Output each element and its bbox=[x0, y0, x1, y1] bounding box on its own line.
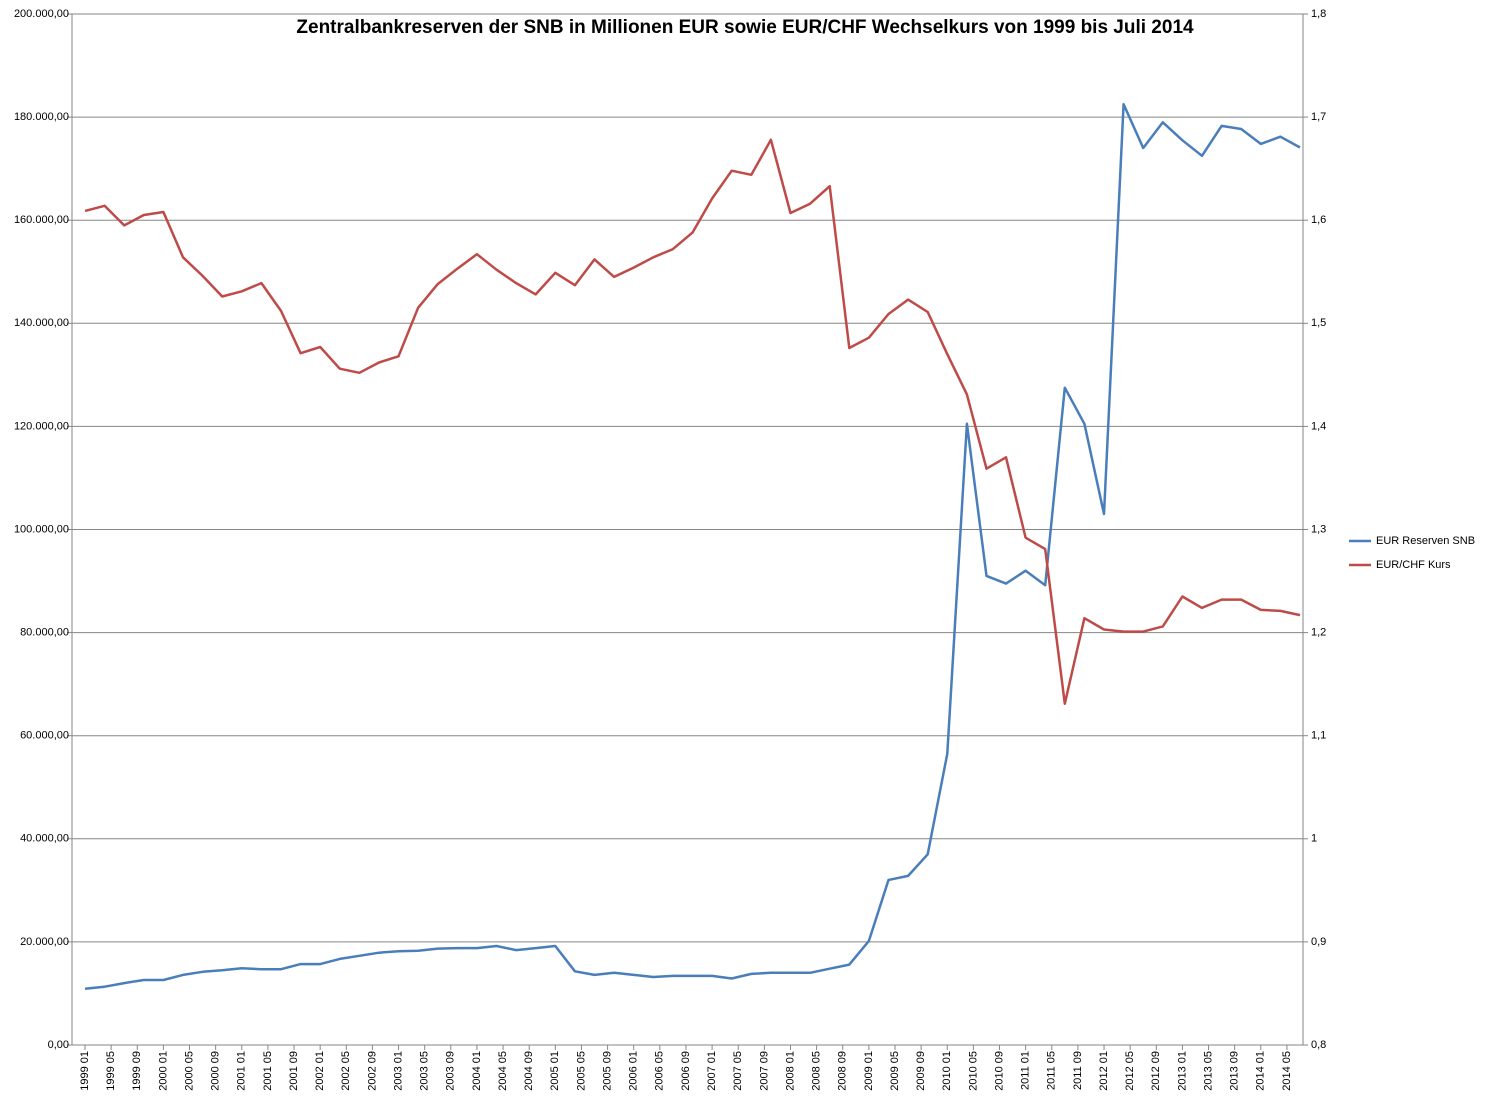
x-tick-label: 2003 09 bbox=[445, 1051, 457, 1091]
series-line bbox=[84, 102, 1301, 991]
x-tick-label: 2010 01 bbox=[941, 1051, 953, 1091]
x-tick-label: 2007 09 bbox=[758, 1051, 770, 1091]
y2-tick-label: 1,2 bbox=[1311, 627, 1326, 639]
y-tick-label: 0,00 bbox=[48, 1039, 69, 1051]
x-tick-label: 2000 05 bbox=[183, 1051, 195, 1091]
x-tick-label: 2013 09 bbox=[1229, 1051, 1241, 1091]
y-tick-label: 140.000,00 bbox=[14, 317, 69, 329]
x-tick-label: 2005 01 bbox=[549, 1051, 561, 1091]
y2-tick-label: 0,8 bbox=[1311, 1039, 1326, 1051]
x-tick-label: 2013 05 bbox=[1202, 1051, 1214, 1091]
y2-tick-label: 1,5 bbox=[1311, 317, 1326, 329]
x-tick-label: 2003 01 bbox=[392, 1051, 404, 1091]
y2-tick-label: 1,6 bbox=[1311, 214, 1326, 226]
y2-tick-label: 1 bbox=[1311, 833, 1317, 845]
x-tick-label: 2014 01 bbox=[1255, 1051, 1267, 1091]
x-tick-label: 2008 05 bbox=[811, 1051, 823, 1091]
y-tick-label: 180.000,00 bbox=[14, 111, 69, 123]
x-tick-label: 1999 05 bbox=[105, 1051, 117, 1091]
x-tick-label: 2002 05 bbox=[340, 1051, 352, 1091]
x-tick-label: 2010 09 bbox=[993, 1051, 1005, 1091]
y2-tick-label: 1,1 bbox=[1311, 730, 1326, 742]
y-tick-label: 100.000,00 bbox=[14, 523, 69, 535]
x-tick-label: 2011 05 bbox=[1046, 1051, 1058, 1090]
x-tick-label: 2008 01 bbox=[784, 1051, 796, 1091]
x-tick-label: 2002 09 bbox=[366, 1051, 378, 1091]
y-tick-label: 160.000,00 bbox=[14, 214, 69, 226]
x-tick-label: 2005 09 bbox=[601, 1051, 613, 1091]
y-tick-label: 40.000,00 bbox=[20, 833, 69, 845]
x-tick-label: 2009 09 bbox=[915, 1051, 927, 1091]
x-tick-label: 2004 05 bbox=[497, 1051, 509, 1091]
x-tick-label: 2012 05 bbox=[1124, 1051, 1136, 1091]
y-tick-label: 60.000,00 bbox=[20, 730, 69, 742]
x-tick-label: 2002 01 bbox=[314, 1051, 326, 1091]
x-tick-label: 2008 09 bbox=[837, 1051, 849, 1091]
y2-tick-label: 1,8 bbox=[1311, 8, 1326, 20]
y-tick-label: 120.000,00 bbox=[14, 420, 69, 432]
x-tick-label: 1999 09 bbox=[131, 1051, 143, 1091]
x-tick-label: 2004 01 bbox=[471, 1051, 483, 1091]
x-tick-label: 2012 09 bbox=[1150, 1051, 1162, 1091]
x-tick-label: 2003 05 bbox=[419, 1051, 431, 1091]
x-tick-label: 2010 05 bbox=[967, 1051, 979, 1091]
y-tick-label: 20.000,00 bbox=[20, 936, 69, 948]
legend-label: EUR/CHF Kurs bbox=[1376, 559, 1451, 571]
x-tick-label: 2009 01 bbox=[863, 1051, 875, 1091]
y2-tick-label: 1,7 bbox=[1311, 111, 1326, 123]
x-tick-label: 2014 05 bbox=[1281, 1051, 1293, 1091]
x-tick-label: 2006 01 bbox=[628, 1051, 640, 1091]
x-tick-label: 2006 05 bbox=[654, 1051, 666, 1091]
legend-label: EUR Reserven SNB bbox=[1376, 535, 1475, 547]
y2-tick-label: 1,3 bbox=[1311, 523, 1326, 535]
x-tick-label: 2001 01 bbox=[236, 1051, 248, 1091]
x-tick-label: 2009 05 bbox=[889, 1051, 901, 1091]
x-tick-label: 2000 09 bbox=[210, 1051, 222, 1091]
series-line bbox=[84, 138, 1301, 705]
x-tick-label: 2013 01 bbox=[1176, 1051, 1188, 1091]
y2-tick-label: 0,9 bbox=[1311, 936, 1326, 948]
y2-tick-label: 1,4 bbox=[1311, 420, 1326, 432]
x-tick-label: 2001 05 bbox=[262, 1051, 274, 1091]
y-tick-label: 200.000,00 bbox=[14, 8, 69, 20]
x-tick-label: 2007 05 bbox=[732, 1051, 744, 1091]
x-tick-label: 2005 05 bbox=[575, 1051, 587, 1091]
x-tick-label: 2000 01 bbox=[157, 1051, 169, 1091]
x-tick-label: 2001 09 bbox=[288, 1051, 300, 1091]
x-tick-label: 2011 01 bbox=[1020, 1051, 1032, 1090]
x-tick-label: 2007 01 bbox=[706, 1051, 718, 1091]
x-tick-label: 1999 01 bbox=[79, 1051, 91, 1091]
x-tick-label: 2004 09 bbox=[523, 1051, 535, 1091]
x-tick-label: 2011 09 bbox=[1072, 1051, 1084, 1090]
y-tick-label: 80.000,00 bbox=[20, 627, 69, 639]
x-tick-label: 2006 09 bbox=[680, 1051, 692, 1091]
x-tick-label: 2012 01 bbox=[1098, 1051, 1110, 1091]
chart-title: Zentralbankreserven der SNB in Millionen… bbox=[296, 17, 1194, 38]
